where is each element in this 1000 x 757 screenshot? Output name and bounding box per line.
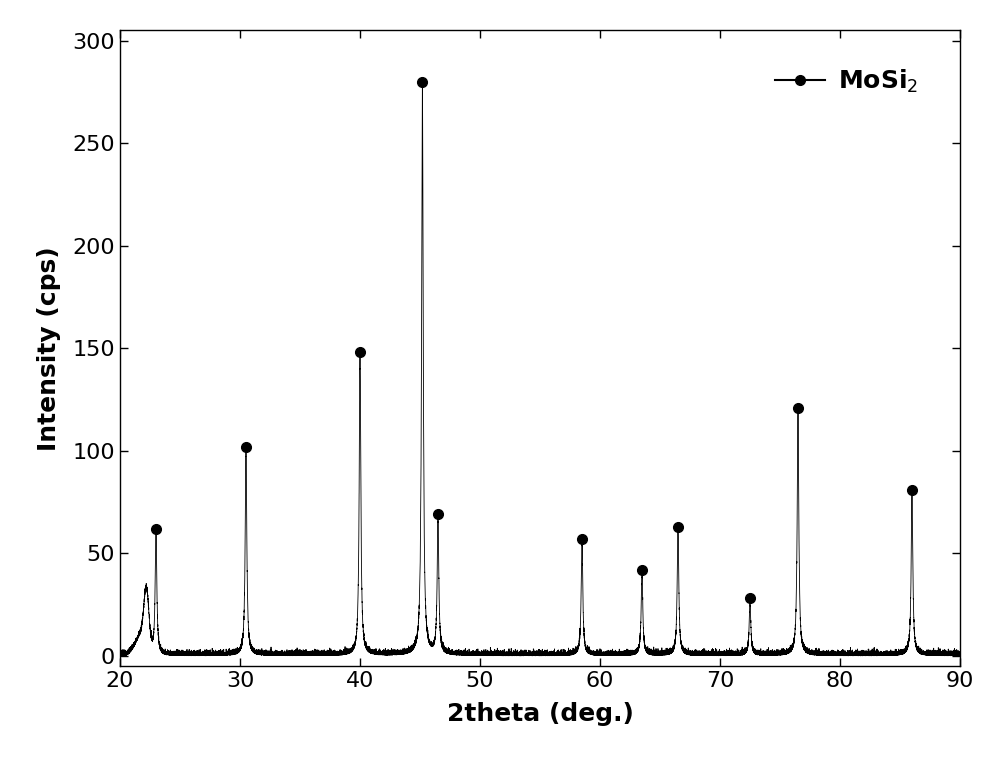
X-axis label: 2theta (deg.): 2theta (deg.) [447,702,633,726]
Y-axis label: Intensity (cps): Intensity (cps) [37,246,61,450]
Legend: MoSi$_2$: MoSi$_2$ [763,55,931,107]
